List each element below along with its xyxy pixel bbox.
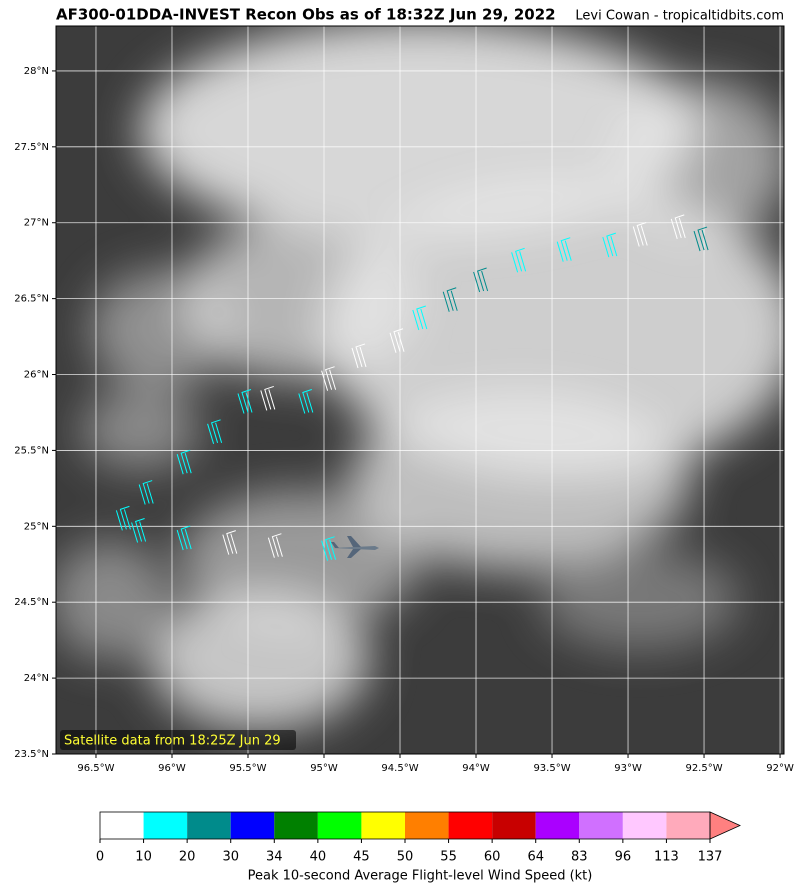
colorbar-bin (187, 812, 231, 839)
colorbar-tick-label: 137 (698, 850, 723, 865)
wind-barb (556, 237, 572, 262)
y-tick-label: 24°N (24, 673, 49, 684)
colorbar-label: Peak 10-second Average Flight-level Wind… (248, 869, 593, 884)
wind-barb (511, 247, 527, 273)
wind-barb (321, 366, 337, 391)
x-tick-label: 92.5°W (685, 763, 722, 774)
y-tick-label: 24.5°N (14, 597, 49, 608)
colorbar-tick-label: 40 (310, 850, 327, 865)
wind-barb (222, 530, 238, 555)
y-tick-label: 25°N (24, 521, 49, 532)
colorbar-bin (405, 812, 449, 839)
wind-barb (138, 480, 154, 505)
x-tick-label: 94.5°W (381, 763, 418, 774)
wind-barb (207, 419, 223, 444)
wind-barb (260, 385, 276, 411)
colorbar-tick-label: 45 (353, 850, 370, 865)
colorbar-bin (143, 812, 188, 839)
colorbar: 0 10 20 30 34 40 45 50 55 60 64 83 96 113 137 (96, 811, 741, 865)
x-tick-label: 96°W (158, 763, 186, 774)
colorbar-tick-label: 113 (654, 850, 679, 865)
x-tick-label: 92°W (766, 763, 794, 774)
chart-title: AF300-01DDA-INVEST Recon Obs as of 18:32… (56, 6, 556, 24)
colorbar-tick-label: 60 (484, 850, 501, 865)
x-tick-label: 96.5°W (77, 763, 114, 774)
wind-barb (632, 222, 648, 247)
wind-barb (442, 287, 458, 312)
x-tick-label: 94°W (462, 763, 490, 774)
note-box (60, 730, 296, 750)
wind-barb (237, 388, 253, 414)
grid: 96.5°W 96°W 95.5°W 95°W 94.5°W 94°W 93.5°W 93°W… (14, 26, 794, 774)
colorbar-tick-label: 34 (266, 850, 283, 865)
wind-barb (298, 388, 314, 414)
x-tick-label: 95°W (310, 763, 338, 774)
colorbar-bin (622, 812, 667, 839)
colorbar-bin (535, 812, 580, 839)
colorbar-bin (492, 812, 536, 839)
wind-barb (351, 343, 367, 369)
wind-barb (670, 214, 686, 240)
y-tick-label: 27°N (24, 218, 49, 229)
wind-barb (115, 505, 131, 531)
colorbar-extend (709, 811, 741, 840)
colorbar-bin (666, 812, 710, 839)
wind-barb (321, 536, 337, 561)
x-tick-label: 95.5°W (229, 763, 266, 774)
colorbar-bin (230, 812, 275, 839)
y-tick-label: 27.5°N (14, 142, 49, 153)
colorbar-tick-label: 64 (527, 850, 544, 865)
colorbar-tick-label: 30 (222, 850, 239, 865)
y-tick-label: 25.5°N (14, 445, 49, 456)
colorbar-bin (448, 812, 493, 839)
x-tick-label: 93.5°W (533, 763, 570, 774)
wind-barb (602, 232, 618, 258)
colorbar-tick-label: 20 (179, 850, 196, 865)
colorbar-bin (274, 812, 318, 839)
credit: Levi Cowan - tropicaltidbits.com (575, 9, 784, 24)
wind-barb (267, 533, 283, 558)
y-tick-label: 26.5°N (14, 294, 49, 305)
wind-barb (176, 449, 192, 475)
satellite-note: Satellite data from 18:25Z Jun 29 (64, 734, 281, 749)
colorbar-tick-label: 96 (615, 850, 632, 865)
y-tick-label: 26°N (24, 370, 49, 381)
colorbar-tick-label: 55 (440, 850, 457, 865)
colorbar-tick-label: 83 (571, 850, 588, 865)
colorbar-bin (579, 812, 623, 839)
colorbar-bin (361, 812, 405, 839)
satellite-image (56, 26, 784, 754)
wind-barb (131, 518, 147, 543)
x-tick-label: 93°W (614, 763, 642, 774)
y-tick-label: 28°N (24, 66, 49, 77)
colorbar-bin (100, 812, 144, 839)
wind-barb (412, 305, 428, 331)
colorbar-bin (317, 812, 362, 839)
wind-barb (176, 525, 192, 551)
wind-barb (389, 328, 405, 353)
colorbar-tick-label: 10 (135, 850, 152, 865)
aircraft-icon (331, 536, 379, 558)
wind-barb (473, 267, 489, 293)
axes-frame (55, 25, 785, 755)
colorbar-tick-label: 50 (397, 850, 414, 865)
wind-barbs (115, 214, 709, 561)
colorbar-tick-label: 0 (96, 850, 104, 865)
y-tick-label: 23.5°N (14, 749, 49, 760)
wind-barb (693, 226, 709, 252)
